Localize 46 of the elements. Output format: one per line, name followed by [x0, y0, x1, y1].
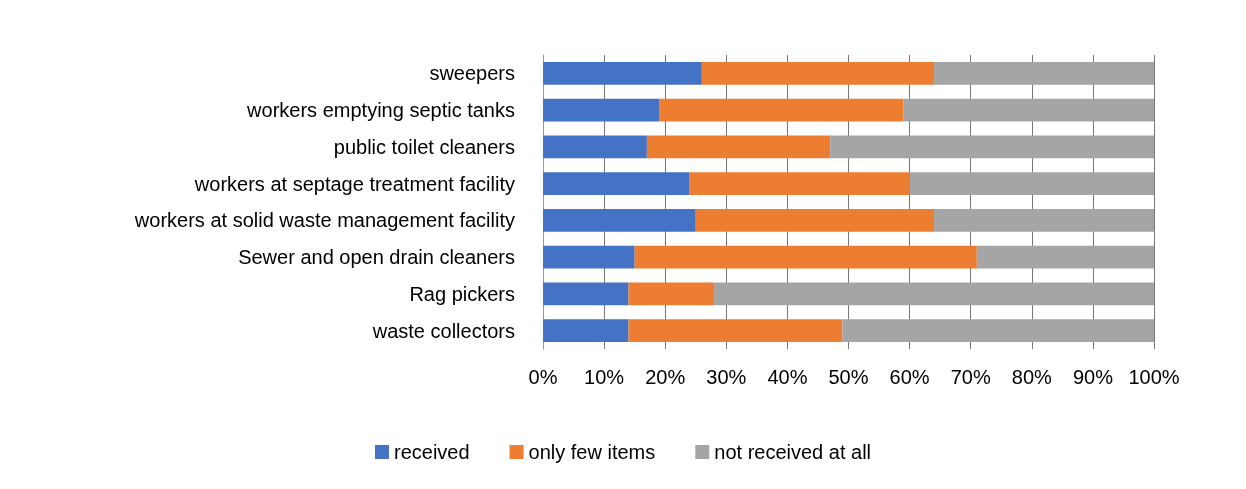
x-tick-label: 20% [645, 366, 686, 388]
bar [543, 135, 647, 159]
bar [695, 208, 935, 232]
bar [543, 98, 660, 122]
bar [659, 98, 904, 122]
x-tick-label: 40% [767, 366, 808, 388]
x-tick-label: 30% [706, 366, 747, 388]
bar [701, 61, 935, 85]
y-tick-label: waste collectors [371, 319, 515, 342]
x-tick-label: 100% [1128, 366, 1180, 388]
bar [543, 245, 635, 269]
y-tick-label: workers at solid waste management facility [133, 209, 515, 232]
bar [909, 172, 1154, 196]
bar [976, 245, 1154, 269]
bar [543, 172, 690, 196]
y-tick-label: workers emptying septic tanks [246, 99, 515, 122]
x-tick-label: 50% [828, 366, 869, 388]
bar [934, 208, 1154, 232]
bar [634, 245, 977, 269]
bar [934, 61, 1154, 85]
y-tick-label: sweepers [429, 62, 515, 85]
legend-label: only few items [528, 441, 656, 463]
y-tick-label: Sewer and open drain cleaners [238, 246, 515, 269]
bar [543, 208, 696, 232]
y-tick-label: workers at septage treatment facility [193, 172, 515, 195]
x-tick-label: 70% [950, 366, 991, 388]
legend-label: received [393, 441, 470, 463]
bar [628, 282, 715, 306]
y-tick-label: public toilet cleaners [333, 135, 515, 158]
bar [646, 135, 831, 159]
bar [543, 319, 629, 343]
legend-label: not received at all [714, 441, 872, 463]
bar [543, 61, 702, 85]
bar [830, 135, 1154, 159]
bar [714, 282, 1154, 306]
bar [842, 319, 1154, 343]
x-tick-label: 80% [1011, 366, 1053, 388]
x-tick-label: 60% [889, 366, 930, 388]
bar [689, 172, 910, 196]
bar [628, 319, 843, 343]
bar [543, 282, 629, 306]
bar [903, 98, 1154, 122]
y-tick-label: Rag pickers [409, 282, 515, 305]
x-tick-label: 10% [584, 366, 625, 388]
x-tick-label: 0% [528, 366, 558, 388]
x-tick-label: 90% [1072, 366, 1114, 388]
